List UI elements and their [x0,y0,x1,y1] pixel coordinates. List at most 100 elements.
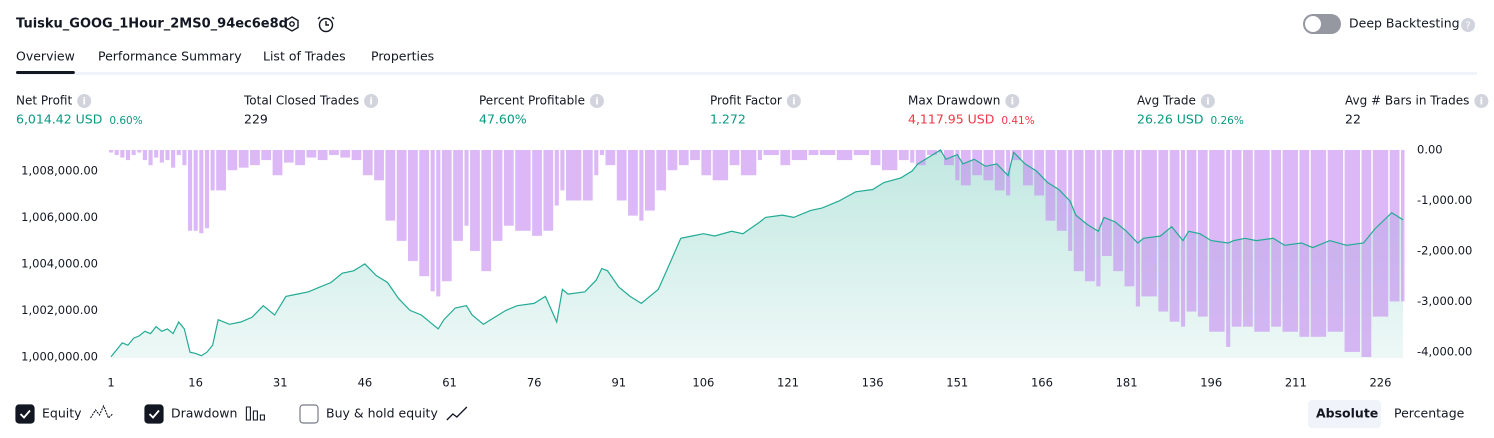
info-glyph: i [82,97,85,108]
info-icon[interactable] [589,94,604,108]
drawdown-bar [915,150,926,166]
drawdown-bar [250,150,260,166]
drawdown-bar [165,150,170,161]
info-glyph: i [1480,97,1483,108]
y-tick-label: 1,002,000.00 [21,303,98,317]
drawdown-bar [701,150,712,176]
drawdown-bar [142,150,147,161]
drawdown-bar [1180,150,1186,327]
drawdown-bar [148,150,153,166]
drawdown-bar [317,150,328,161]
active-tab-underline [16,71,75,74]
drawdown-bar [408,150,418,262]
toggle-label: Deep Backtesting [1349,16,1460,31]
chart: 1,000,000.00 1,002,000.00 1,004,000.00 1,00… [21,143,1472,390]
x-tick-label: 106 [692,376,714,390]
drawdown-bar [656,150,667,191]
y2-tick-label: -4,000.00 [1417,344,1472,358]
drawdown-bar [836,150,853,161]
tab[interactable]: Performance Summary [98,49,242,64]
drawdown-bar [690,150,700,161]
drawdown-bar [436,150,441,297]
active-mode-bg [1308,400,1381,428]
deep-backtesting-toggle[interactable] [1303,14,1341,34]
drawdown-bar [881,150,898,171]
info-icon[interactable] [364,94,379,108]
drawdown-bar [1045,150,1056,221]
info-icon[interactable] [77,94,92,108]
legend-label: Equity [42,406,82,421]
x-tick-label: 1 [107,376,114,390]
drawdown-bar [351,150,362,161]
mode-button[interactable]: Absolute [1316,406,1378,421]
drawdown-bar [532,150,542,236]
drawdown-bar [1310,150,1327,337]
drawdown-bar [678,150,689,166]
drawdown-bar [780,150,791,166]
drawdown-bar [492,150,503,241]
alert-icon[interactable] [317,16,335,33]
drawdown-bar [1169,150,1180,322]
tab[interactable]: Overview [16,49,75,64]
checkbox[interactable] [15,404,35,424]
info-icon[interactable] [1474,94,1489,108]
drawdown-bar [960,150,971,186]
drawdown-bar [938,150,943,153]
mode-button[interactable]: Percentage [1394,406,1465,421]
metric-value: 22 [1345,112,1361,127]
drawdown-bar [1101,150,1112,257]
info-icon[interactable] [786,94,801,108]
drawdown-bar [599,150,604,156]
checkbox[interactable] [144,404,164,424]
drawdown-bar [182,150,187,166]
drawdown-bar [1113,150,1124,272]
info-icon[interactable] [1200,94,1215,108]
drawdown-bar [171,150,176,168]
drawdown-bar [927,150,937,156]
drawdown-bar [340,150,351,158]
drawdown-bar [464,150,469,226]
info-glyph: i [1206,97,1209,108]
drawdown-bar [1271,150,1282,327]
drawdown-bar [582,150,593,201]
drawdown-bar [1034,150,1045,196]
settings-icon[interactable] [285,16,299,32]
drawdown-bar [1158,150,1169,312]
y-tick-label: 1,004,000.00 [21,256,98,270]
help-glyph: ? [1465,21,1470,32]
drawdown-bar [1327,150,1344,332]
drawdown-bar [503,150,514,226]
drawdown-bar [295,150,305,166]
drawdown-bar [374,150,384,181]
x-tick-label: 151 [946,376,968,390]
info-icon[interactable] [1005,94,1020,108]
metrics: Net Profit i 6,014.42 USD 0.60% Total Closed… [16,94,1489,127]
checkbox[interactable] [299,404,319,424]
drawdown-bar [216,150,226,191]
drawdown-bar [385,150,396,221]
drawdown-bar [227,150,238,171]
drawdown-bar [210,150,215,191]
x-tick-label: 196 [1200,376,1222,390]
tab[interactable]: List of Trades [263,49,346,64]
x-tick-label: 31 [273,376,288,390]
checkmark [19,409,31,419]
info-glyph: i [792,97,795,108]
tab[interactable]: Properties [371,49,434,64]
drawdown-bar [955,150,960,181]
x-tick-label: 181 [1116,376,1138,390]
drawdown-bar [1085,150,1095,282]
y-tick-label: 1,006,000.00 [21,210,98,224]
y-tick-label: 1,008,000.00 [21,163,98,177]
drawdown-bar [1361,150,1372,357]
info-glyph: i [595,97,598,108]
help-icon[interactable]: ? [1461,18,1475,32]
drawdown-bar [272,150,283,176]
drawdown-bar [644,150,655,211]
drawdown-bar [1344,150,1361,352]
metric-value: 229 [244,112,268,127]
legend: Equity Drawdown Buy & hold equity Absolute P… [15,400,1465,428]
drawdown-bar [898,150,909,161]
tabs: Overview Performance Summary List of Trade… [16,49,434,74]
